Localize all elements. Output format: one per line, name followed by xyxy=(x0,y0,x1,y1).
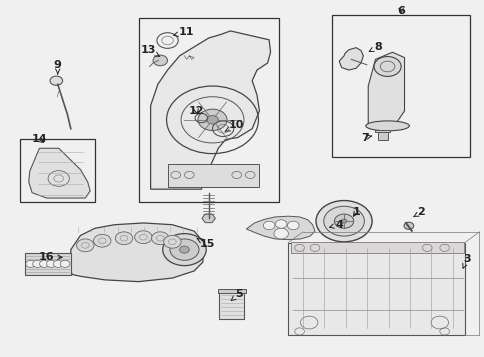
Polygon shape xyxy=(71,223,203,282)
Circle shape xyxy=(40,260,49,267)
Circle shape xyxy=(340,219,346,223)
Circle shape xyxy=(169,239,198,260)
Circle shape xyxy=(287,221,299,230)
Text: 8: 8 xyxy=(368,42,381,52)
Circle shape xyxy=(179,246,189,253)
Circle shape xyxy=(93,234,111,247)
Circle shape xyxy=(316,201,371,242)
Text: 10: 10 xyxy=(225,120,244,131)
Bar xyxy=(288,242,464,335)
Circle shape xyxy=(197,109,227,131)
Text: 6: 6 xyxy=(396,6,404,16)
Polygon shape xyxy=(201,214,215,223)
Circle shape xyxy=(151,232,168,245)
Text: 12: 12 xyxy=(188,106,204,116)
Circle shape xyxy=(135,231,152,243)
Text: 2: 2 xyxy=(413,207,424,217)
Circle shape xyxy=(115,232,133,245)
Circle shape xyxy=(26,260,35,267)
Circle shape xyxy=(403,222,413,229)
Text: 5: 5 xyxy=(231,289,242,301)
Polygon shape xyxy=(367,52,404,129)
Bar xyxy=(138,19,278,202)
Bar xyxy=(375,130,389,132)
Text: 7: 7 xyxy=(360,132,371,142)
Circle shape xyxy=(60,260,70,267)
Circle shape xyxy=(53,260,63,267)
Bar xyxy=(290,242,463,253)
Bar xyxy=(167,164,259,187)
Circle shape xyxy=(206,116,218,124)
Bar xyxy=(217,289,245,293)
Circle shape xyxy=(273,228,288,239)
Polygon shape xyxy=(29,148,90,198)
Text: 15: 15 xyxy=(197,238,215,249)
Ellipse shape xyxy=(365,121,408,131)
Text: 9: 9 xyxy=(54,60,61,74)
Circle shape xyxy=(162,233,206,266)
Text: 16: 16 xyxy=(39,252,62,262)
Text: 13: 13 xyxy=(140,45,160,57)
Text: 14: 14 xyxy=(31,134,47,144)
Bar xyxy=(219,292,244,319)
Polygon shape xyxy=(25,253,71,275)
Circle shape xyxy=(50,76,62,85)
Circle shape xyxy=(32,260,42,267)
Bar xyxy=(377,132,387,140)
Text: 4: 4 xyxy=(329,220,343,230)
Circle shape xyxy=(163,235,181,248)
Circle shape xyxy=(323,206,363,236)
Text: 11: 11 xyxy=(173,27,194,37)
Text: 1: 1 xyxy=(351,207,359,217)
Bar xyxy=(331,15,469,157)
Polygon shape xyxy=(338,47,363,70)
Circle shape xyxy=(153,55,167,66)
Circle shape xyxy=(373,56,400,76)
Polygon shape xyxy=(246,216,315,240)
Circle shape xyxy=(46,260,56,267)
Polygon shape xyxy=(151,31,270,189)
Circle shape xyxy=(333,214,353,228)
Circle shape xyxy=(263,221,274,230)
Text: 3: 3 xyxy=(462,253,470,268)
Circle shape xyxy=(275,220,287,228)
Bar xyxy=(20,139,95,202)
Circle shape xyxy=(76,239,94,252)
